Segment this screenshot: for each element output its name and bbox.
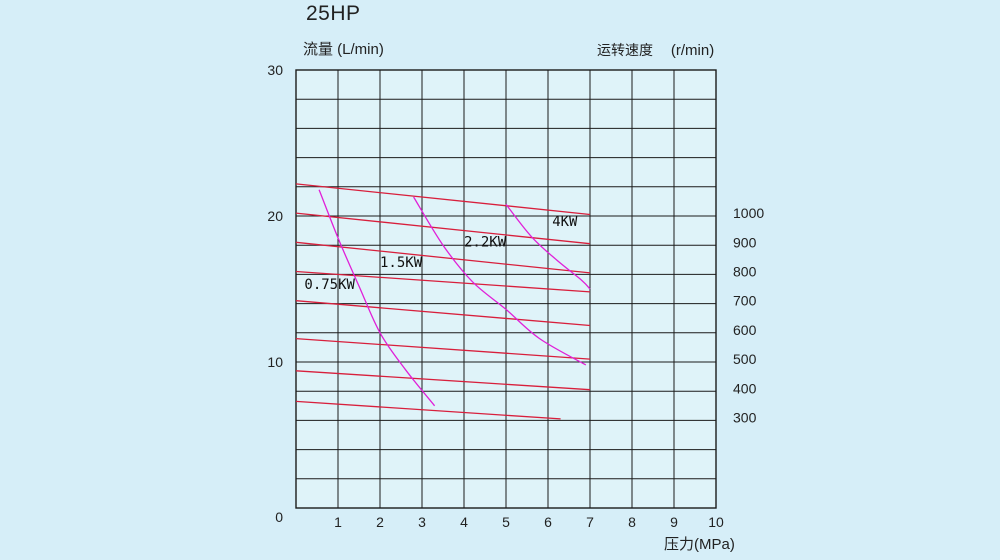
y-tick-label-right: 700 [733, 293, 757, 309]
y-axis-right-label-text: 运转速度 [597, 42, 653, 58]
x-tick-label: 1 [334, 514, 342, 530]
x-tick-label: 2 [376, 514, 384, 530]
x-tick-label: 3 [418, 514, 426, 530]
y-tick-label-right: 500 [733, 351, 757, 367]
y-tick-label-left: 20 [267, 208, 283, 224]
power-curve-label: 1.5KW [380, 255, 423, 271]
y-tick-label-left: 0 [275, 509, 283, 525]
x-tick-label: 8 [628, 514, 636, 530]
y-tick-label-right: 1000 [733, 205, 764, 221]
speed-line-300 [295, 400, 561, 420]
power-curve-0-75kw [318, 189, 436, 407]
speed-line-600 [295, 300, 591, 327]
x-tick-label: 6 [544, 514, 552, 530]
power-curve-2-2kw [505, 203, 591, 290]
power-curve-label: 4KW [552, 214, 578, 230]
y-tick-label-right: 900 [733, 234, 757, 250]
speed-line-500 [295, 337, 591, 360]
y-axis-right-label: 运转速度 (r/min) [597, 40, 714, 60]
y-tick-label-left: 10 [267, 354, 283, 370]
x-tick-label: 7 [586, 514, 594, 530]
power-curve-1-5kw [413, 196, 587, 366]
speed-line-1000 [295, 183, 591, 216]
y-tick-label-right: 300 [733, 409, 757, 425]
x-tick-label: 4 [460, 514, 468, 530]
x-tick-label: 9 [670, 514, 678, 530]
speed-line-900 [295, 212, 591, 245]
speed-line-700 [295, 270, 591, 293]
chart-title: 25HP [306, 2, 361, 25]
x-tick-label: 10 [708, 514, 724, 530]
y-tick-label-right: 400 [733, 380, 757, 396]
speed-line-800 [295, 241, 591, 274]
power-curve-label: 2.2KW [464, 235, 507, 251]
x-tick-label: 5 [502, 514, 510, 530]
y-axis-right-label-unit: (r/min) [670, 42, 715, 59]
y-axis-left-label: 流量 (L/min) [303, 41, 384, 58]
power-curve-label: 0.75KW [304, 277, 355, 293]
y-tick-label-right: 800 [733, 263, 757, 279]
speed-line-400 [295, 370, 591, 391]
y-tick-label-left: 30 [267, 62, 283, 78]
x-axis-label: 压力(MPa) [664, 536, 735, 553]
y-tick-label-right: 600 [733, 322, 757, 338]
